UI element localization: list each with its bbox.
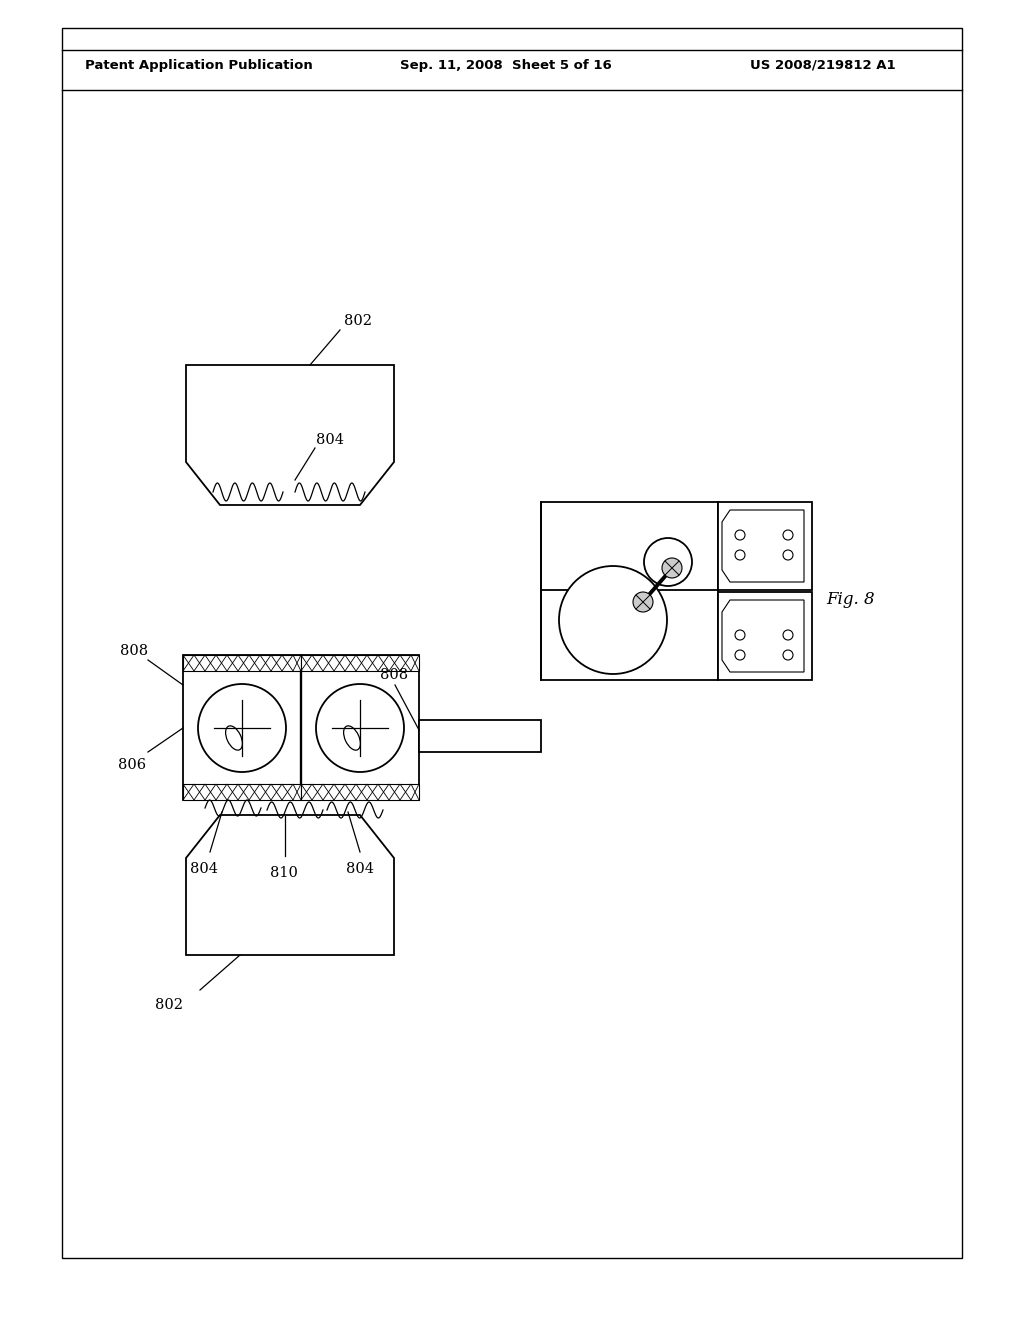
Circle shape — [783, 531, 793, 540]
Circle shape — [735, 550, 745, 560]
Bar — [62, 28, 962, 1258]
Bar — [301, 655, 419, 800]
Circle shape — [198, 684, 286, 772]
Bar — [183, 655, 301, 671]
Circle shape — [662, 558, 682, 578]
Circle shape — [735, 649, 745, 660]
Bar — [183, 655, 301, 800]
Bar — [301, 784, 419, 800]
Bar — [541, 502, 718, 680]
Text: US 2008/219812 A1: US 2008/219812 A1 — [750, 58, 896, 71]
Text: 804: 804 — [346, 862, 374, 876]
Circle shape — [783, 649, 793, 660]
Circle shape — [783, 630, 793, 640]
Text: Sep. 11, 2008  Sheet 5 of 16: Sep. 11, 2008 Sheet 5 of 16 — [400, 58, 611, 71]
Circle shape — [783, 550, 793, 560]
Bar — [183, 784, 301, 800]
Text: Patent Application Publication: Patent Application Publication — [85, 58, 312, 71]
Text: 804: 804 — [316, 433, 344, 447]
Bar — [301, 655, 419, 671]
Text: 810: 810 — [270, 866, 298, 880]
Circle shape — [735, 531, 745, 540]
Text: Fig. 8: Fig. 8 — [826, 591, 874, 609]
Text: 804: 804 — [190, 862, 218, 876]
Bar — [718, 591, 812, 680]
Text: 808: 808 — [120, 644, 148, 657]
Text: 806: 806 — [118, 758, 146, 772]
Text: 802: 802 — [344, 314, 372, 327]
Circle shape — [559, 566, 667, 675]
Circle shape — [644, 539, 692, 586]
Text: 808: 808 — [380, 668, 409, 682]
Circle shape — [633, 591, 653, 612]
Bar — [419, 719, 541, 752]
Circle shape — [735, 630, 745, 640]
Text: 802: 802 — [155, 998, 183, 1012]
Bar — [718, 502, 812, 590]
Circle shape — [316, 684, 404, 772]
